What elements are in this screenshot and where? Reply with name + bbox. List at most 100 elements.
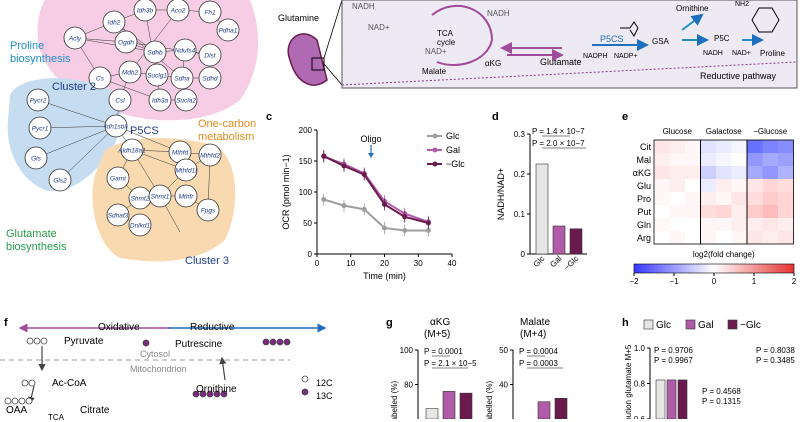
gene-name: Idh3a [152, 98, 169, 105]
oaa-carbon [4, 397, 12, 405]
gene-node-idh3a: Idh3a [148, 88, 172, 112]
heat-cell [778, 153, 794, 166]
tca-cycle-arrow [431, 5, 494, 66]
pyruvate-label: Pyruvate [64, 336, 104, 347]
data-point [425, 220, 431, 226]
gsa-to-ornithine-arrow [681, 13, 704, 31]
heat-cell [762, 231, 778, 244]
heat-cell [654, 231, 670, 244]
heat-cell [716, 231, 732, 244]
x-tick-label: 40 [448, 259, 457, 268]
data-point [341, 203, 347, 209]
heat-cell [747, 166, 763, 179]
heat-cell [747, 140, 763, 153]
heat-cell [762, 140, 778, 153]
scale-tick-label: 0 [712, 277, 717, 286]
x-tick-label: Gal [548, 254, 563, 269]
y-tick-label: 0.8 [634, 380, 646, 389]
heat-cell [654, 205, 670, 218]
x-tick-label: 0 [315, 259, 320, 268]
p-value-6: P = 0.3485 [756, 356, 795, 365]
data-point [425, 227, 431, 233]
gene-name: Dlst [204, 53, 216, 60]
heat-cell [731, 192, 747, 205]
ornithine-carbon [213, 390, 221, 398]
putrescine-carbon [276, 338, 284, 346]
ocr-chart: 0 50 100 150 200 0 10 20 30 40 Time (min) OCR (pmol… [281, 126, 465, 281]
heat-cell [654, 179, 670, 192]
p-value-2: P = 0.0003 [519, 359, 558, 368]
gene-node-dnlkd1: Dnlkd1 [128, 213, 152, 237]
heat-cell [778, 218, 794, 231]
series-line-0 [323, 198, 429, 232]
gene-node-idh3b: Idh3b [133, 0, 157, 22]
heat-cell [700, 192, 716, 205]
data-point [402, 227, 408, 233]
proline-label: Proline [760, 49, 785, 58]
heat-cell [731, 231, 747, 244]
heat-cell [731, 179, 747, 192]
putrescine-carbon [142, 339, 150, 347]
putrescine-label: Putrescine [175, 339, 223, 350]
proline-structure [751, 7, 780, 33]
cluster3-label: Cluster 3 [185, 255, 230, 267]
acoa-carbon [21, 379, 29, 387]
ornithine-f-label: Ornithine [196, 384, 237, 395]
heat-cell [762, 153, 778, 166]
nadh-p5c-label: NADH [703, 50, 723, 57]
legend-label: Glc [446, 131, 460, 141]
pyruvate-carbon [26, 337, 34, 345]
gene-name: Sdhb [147, 50, 163, 57]
gene-node-aco2: Aco2 [166, 0, 190, 22]
y-tick-label: 200 [299, 126, 313, 135]
ornithine-carbon [206, 390, 214, 398]
acoa-label: Ac-CoA [52, 378, 87, 389]
gene-node-sdha: Sdha [170, 66, 194, 90]
mitochondrion-label: Mitochondrion [130, 364, 187, 374]
bar [677, 379, 688, 419]
glutamate-biosynthesis-label: Glutamate biosynthesis [6, 228, 67, 253]
gene-name: Pdha1 [219, 28, 238, 35]
p5cs-label: P5CS [130, 125, 159, 137]
p-value-1: P = 1.4 × 10−7 [532, 127, 585, 136]
scale-tick-label: −2 [629, 277, 639, 286]
heat-cell [716, 218, 732, 231]
legend-label: −Glc [740, 320, 761, 331]
heat-cell [700, 166, 716, 179]
heat-cell [669, 231, 685, 244]
data-point [382, 225, 387, 231]
panel-h-chart: Glc Gal −Glc 1.0 0.8 0.6contribution glutamat… [624, 319, 795, 419]
heat-cell [700, 153, 716, 166]
heat-cell [685, 205, 701, 218]
akg-label: αKG [485, 59, 502, 68]
heat-cell [747, 153, 763, 166]
gene-node-shmt: Shmt2 [128, 186, 152, 210]
group-label: Galactose [706, 127, 743, 136]
scale-label: log2(fold change) [693, 250, 755, 259]
data-point [361, 206, 367, 212]
gene-node-suclg1: Suclg1 [145, 63, 169, 87]
heat-cell [669, 192, 685, 205]
row-label: Cit [640, 142, 651, 152]
x-tick-label: 30 [414, 259, 423, 268]
heat-cell [716, 140, 732, 153]
nad-p5c-label: NAD+ [732, 50, 751, 57]
network-nodes: Acly Idh2 Idh3b Aco2 Fh1 Pdha1 Ogdh Sdhb Ndufs4 D… [24, 0, 240, 237]
heat-cell [778, 166, 794, 179]
akg-subtitle: (M+5) [424, 329, 451, 340]
heat-cell [700, 205, 716, 218]
gene-name: Shmt2 [131, 196, 150, 203]
y-tick-label: 100 [400, 346, 414, 355]
heat-cell [669, 205, 685, 218]
heat-cell [716, 179, 732, 192]
gene-name: Sdhaf3 [108, 213, 129, 220]
row-label: Gln [637, 220, 651, 230]
scale-tick-label: −1 [669, 277, 679, 286]
gene-node-pycr1: Pycr1 [28, 116, 52, 140]
gene-node-sdhaf3: Sdhaf3 [106, 203, 130, 227]
gene-name: Aco2 [170, 8, 186, 15]
row-label: Arg [637, 233, 651, 243]
heatmap-chart: Glucose Galactose −Glucose Cit Mal αKG Glu Pro P… [629, 127, 796, 286]
y-tick-label: 50 [499, 346, 508, 355]
y-axis-label: labelled (%) [390, 381, 399, 419]
